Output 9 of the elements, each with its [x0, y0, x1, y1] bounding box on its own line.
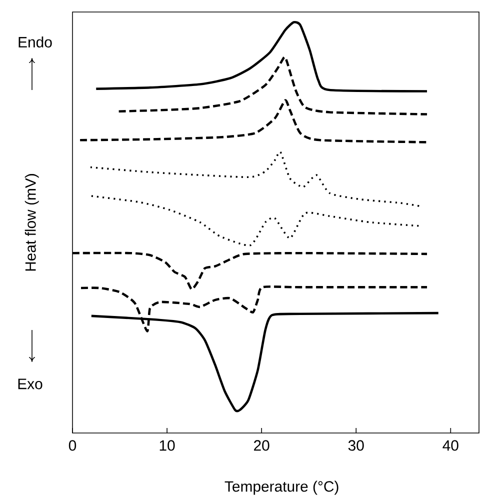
x-tick-label: 40 [442, 440, 458, 451]
x-axis-title: Temperature (°C) [224, 480, 338, 495]
x-tick-label: 10 [160, 440, 175, 451]
text: Exo [18, 378, 42, 390]
text: Endo [18, 36, 52, 48]
x-tick-label: 30 [348, 440, 364, 451]
x-tick-label: 0 [68, 440, 76, 451]
x-tick-label: 20 [254, 440, 270, 451]
y-axis-title: Heat flow (mV) [24, 174, 39, 271]
